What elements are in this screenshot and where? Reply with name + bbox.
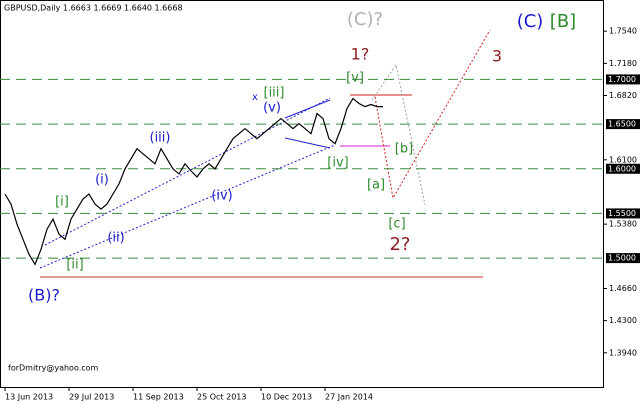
wave-label: (i): [95, 173, 109, 188]
y-tick-label: 1.4660: [609, 284, 637, 293]
level-label: 1.7000: [608, 75, 636, 84]
channel-line: [44, 97, 331, 246]
footer: forDmitry@yahoo.com: [8, 364, 99, 373]
level-label: 1.6500: [608, 120, 636, 129]
level-label-box: [606, 163, 640, 174]
level-label-box: [606, 208, 640, 219]
x-tick-label: 29 Jul 2013: [69, 393, 114, 402]
plot-frame: [0, 0, 604, 388]
y-tick-label: 1.3940: [609, 348, 637, 357]
wave-label: (ii): [107, 231, 124, 246]
level-label-box: [606, 119, 640, 130]
wave-label: [iii]: [264, 86, 285, 101]
level-label-box: [606, 74, 640, 85]
y-tick-label: 1.4300: [609, 316, 637, 325]
x-tick-label: 10 Dec 2013: [261, 393, 312, 402]
wave-label: (B)?: [28, 286, 60, 305]
wave-label: (iv): [211, 189, 232, 204]
wave-label: (C): [517, 11, 544, 32]
wave-label: [i]: [55, 195, 69, 210]
x-tick-label: 11 Sep 2013: [133, 393, 184, 402]
x-tick-label: 13 Jun 2013: [5, 393, 53, 402]
y-tick-label: 1.6100: [609, 155, 637, 164]
channel-line: [39, 144, 336, 269]
wave-label: (C)?: [347, 9, 383, 30]
level-label: 1.6000: [608, 164, 636, 173]
y-tick-label: 1.7540: [609, 27, 637, 36]
chart-title: GBPUSD,Daily 1.6663 1.6669 1.6640 1.6668: [4, 4, 183, 13]
wave-label: (iii): [150, 131, 171, 146]
wave-label: [B]: [550, 11, 576, 32]
triangle-line: [284, 137, 331, 149]
level-label-box: [606, 253, 640, 264]
wave-label: 2?: [389, 234, 410, 255]
x-tick-label: 27 Jan 2014: [325, 393, 373, 402]
y-tick-label: 1.7180: [609, 59, 637, 68]
wave-label: [b]: [395, 142, 413, 157]
wave-label: x: [252, 92, 258, 103]
level-label: 1.5500: [608, 209, 636, 218]
wave-label: [iv]: [327, 156, 348, 171]
wave-label: 3: [492, 47, 502, 66]
wave-label: [v]: [346, 71, 364, 86]
x-tick-label: 25 Oct 2013: [197, 393, 246, 402]
wave-label: (v): [263, 101, 281, 116]
triangle-line: [284, 99, 331, 119]
wave-label: 1?: [351, 45, 370, 64]
decorations: [39, 29, 491, 278]
wave-label: [ii]: [66, 258, 83, 273]
y-tick-label: 1.5380: [609, 220, 637, 229]
y-tick-label: 1.6820: [609, 91, 637, 100]
wave-label: [c]: [388, 217, 405, 232]
wave-label: [a]: [367, 178, 385, 193]
level-label: 1.5000: [608, 254, 636, 263]
price-line: [4, 97, 383, 266]
alt-forecast-line: [371, 63, 426, 206]
